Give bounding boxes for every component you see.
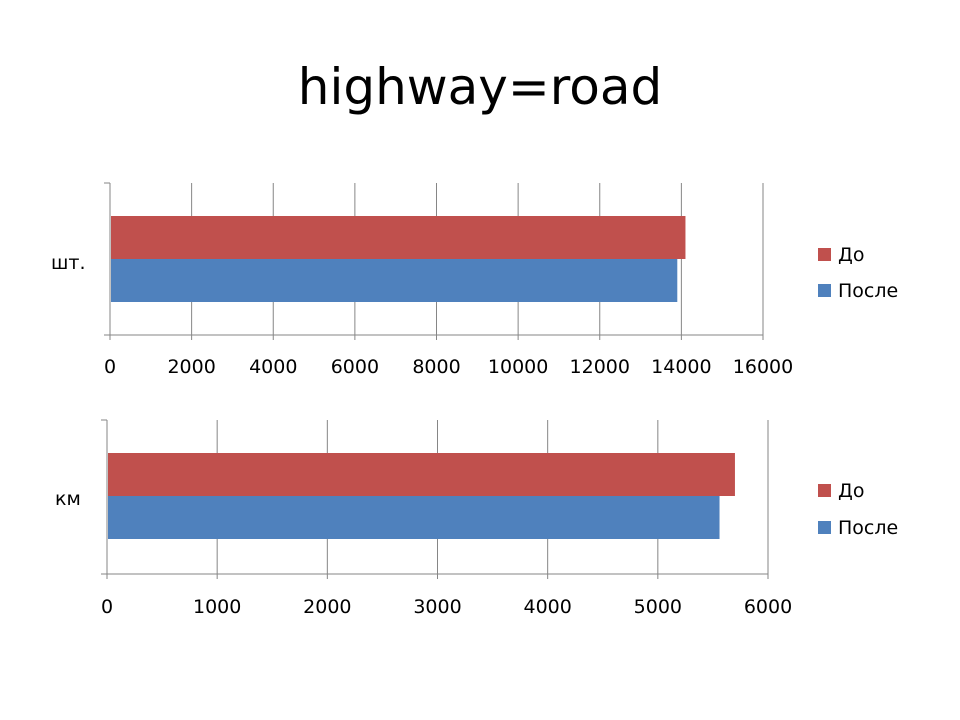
chart-1-x-tick-label: 16000: [733, 356, 793, 378]
chart-2-x-tick-label: 5000: [634, 596, 682, 618]
chart-2-category-label: км: [55, 488, 81, 510]
chart-2-x-tick-label: 6000: [744, 596, 792, 618]
chart-1-legend-swatch: [818, 248, 831, 261]
chart-2-x-tick-label: 2000: [303, 596, 351, 618]
chart-2-legend-swatch: [818, 521, 831, 534]
chart-2-legend-swatch: [818, 484, 831, 497]
chart-1-bar-do: [111, 216, 686, 259]
chart-1-x-tick-label: 12000: [570, 356, 630, 378]
slide-title: highway=road: [297, 58, 663, 116]
chart-1-x-tick-label: 10000: [488, 356, 548, 378]
chart-2-legend-label: После: [838, 517, 898, 539]
chart-1-x-tick-label: 4000: [249, 356, 297, 378]
chart-1-legend-label: После: [838, 280, 898, 302]
chart-1-bar-posle: [111, 259, 678, 302]
chart-1-x-tick-label: 6000: [331, 356, 379, 378]
chart-1-x-tick-label: 0: [104, 356, 116, 378]
chart-1-x-tick-label: 14000: [651, 356, 711, 378]
chart-2-bar-do: [108, 453, 735, 496]
chart-1-legend-swatch: [818, 284, 831, 297]
chart-1-category-label: шт.: [51, 252, 86, 274]
chart-2-x-tick-label: 3000: [413, 596, 461, 618]
chart-2-x-tick-label: 4000: [523, 596, 571, 618]
chart-1-x-tick-label: 2000: [167, 356, 215, 378]
chart-2-bar-posle: [108, 496, 720, 539]
chart-1-legend-label: До: [838, 244, 864, 266]
chart-2-legend-label: До: [838, 480, 864, 502]
chart-2-x-tick-label: 1000: [193, 596, 241, 618]
chart-1-x-tick-label: 8000: [412, 356, 460, 378]
chart-2-x-tick-label: 0: [101, 596, 113, 618]
